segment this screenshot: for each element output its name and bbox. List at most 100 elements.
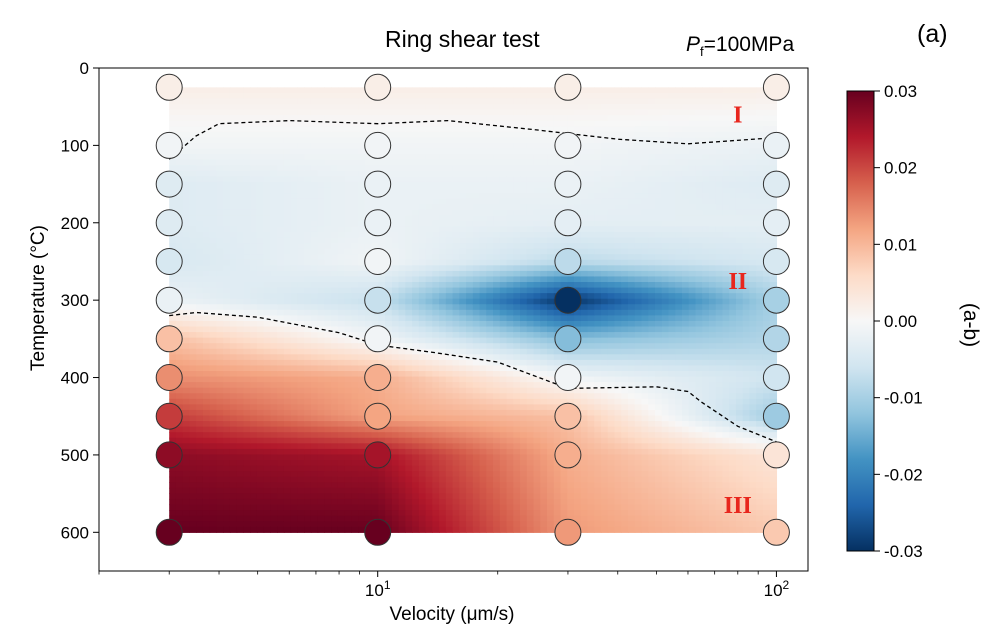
heatmap-cell xyxy=(391,510,400,517)
heatmap-cell xyxy=(472,131,481,138)
heatmap-cell xyxy=(547,376,555,383)
heatmap-cell xyxy=(270,170,278,177)
heatmap-cell xyxy=(182,293,191,300)
heatmap-cell xyxy=(283,142,292,150)
heatmap-cell xyxy=(452,526,460,533)
heatmap-cell xyxy=(425,87,433,94)
heatmap-cell xyxy=(364,115,373,122)
heatmap-cell xyxy=(412,309,420,316)
heatmap-cell xyxy=(290,343,299,350)
heatmap-cell xyxy=(256,220,265,227)
heatmap-cell xyxy=(297,387,305,394)
heatmap-cell xyxy=(533,315,541,322)
heatmap-cell xyxy=(574,282,582,289)
heatmap-cell xyxy=(398,198,406,205)
heatmap-cell xyxy=(560,104,568,111)
heatmap-cell xyxy=(277,243,285,250)
heatmap-cell xyxy=(499,515,508,522)
heatmap-cell xyxy=(304,270,312,278)
heatmap-cell xyxy=(553,243,562,250)
heatmap-cell xyxy=(189,426,197,433)
heatmap-cell xyxy=(202,209,211,216)
heatmap-cell xyxy=(520,371,528,378)
heatmap-cell xyxy=(479,365,487,372)
heatmap-cell xyxy=(250,320,258,328)
heatmap-cell xyxy=(466,165,474,172)
heatmap-cell xyxy=(405,126,413,133)
heatmap-cell xyxy=(337,504,346,511)
heatmap-cell xyxy=(290,237,299,244)
heatmap-cell xyxy=(351,231,359,239)
heatmap-cell xyxy=(283,187,292,194)
heatmap-cell xyxy=(263,526,272,533)
heatmap-cell xyxy=(337,298,346,305)
heatmap-cell xyxy=(223,204,231,211)
heatmap-cell xyxy=(297,209,305,216)
heatmap-cell xyxy=(277,409,285,417)
heatmap-cell xyxy=(405,315,413,322)
heatmap-cell xyxy=(540,282,548,289)
heatmap-cell xyxy=(553,120,562,127)
heatmap-cell xyxy=(216,398,224,405)
heatmap-cell xyxy=(472,498,481,506)
heatmap-cell xyxy=(196,298,204,305)
heatmap-cell xyxy=(452,409,460,417)
heatmap-cell xyxy=(459,209,467,216)
heatmap-cell xyxy=(513,471,521,478)
heatmap-cell xyxy=(391,204,400,211)
heatmap-cell xyxy=(391,270,400,278)
heatmap-cell xyxy=(277,498,285,506)
heatmap-cell xyxy=(263,254,272,261)
heatmap-cell xyxy=(425,426,433,433)
heatmap-cell xyxy=(506,504,514,511)
heatmap-cell xyxy=(236,243,245,250)
heatmap-cell xyxy=(466,465,474,472)
heatmap-cell xyxy=(270,326,278,333)
heatmap-cell xyxy=(256,148,265,155)
heatmap-cell xyxy=(331,137,339,144)
heatmap-cell xyxy=(243,120,251,127)
heatmap-cell xyxy=(445,404,454,411)
heatmap-cell xyxy=(277,204,285,211)
heatmap-cell xyxy=(439,198,447,205)
heatmap-cell xyxy=(479,187,487,194)
heatmap-cell xyxy=(351,393,359,400)
heatmap-cell xyxy=(432,315,440,322)
heatmap-cell xyxy=(391,515,400,522)
heatmap-cell xyxy=(317,521,325,528)
heatmap-cell xyxy=(169,515,177,522)
heatmap-cell xyxy=(378,437,386,444)
heatmap-cell xyxy=(310,476,319,483)
heatmap-cell xyxy=(432,148,440,155)
heatmap-cell xyxy=(243,387,251,394)
heatmap-cell xyxy=(182,376,191,383)
heatmap-cell xyxy=(439,181,447,189)
heatmap-cell xyxy=(250,187,258,194)
heatmap-cell xyxy=(189,98,197,105)
heatmap-cell xyxy=(283,287,292,294)
heatmap-cell xyxy=(196,498,204,506)
heatmap-cell xyxy=(526,254,535,261)
heatmap-cell xyxy=(331,315,339,322)
heatmap-cell xyxy=(405,270,413,278)
heatmap-cell xyxy=(547,526,555,533)
heatmap-cell xyxy=(405,354,413,361)
heatmap-cell xyxy=(499,198,508,205)
heatmap-cell xyxy=(472,510,481,517)
heatmap-cell xyxy=(540,287,548,294)
heatmap-cell xyxy=(567,165,575,172)
heatmap-cell xyxy=(432,187,440,194)
heatmap-cell xyxy=(169,276,177,283)
heatmap-cell xyxy=(425,265,433,272)
heatmap-cell xyxy=(432,365,440,372)
heatmap-cell xyxy=(493,154,501,161)
heatmap-cell xyxy=(209,382,218,389)
heatmap-cell xyxy=(499,409,508,417)
heatmap-cell xyxy=(439,209,447,216)
heatmap-cell xyxy=(256,332,265,339)
heatmap-cell xyxy=(229,109,238,116)
heatmap-cell xyxy=(513,387,521,394)
heatmap-cell xyxy=(526,265,535,272)
heatmap-cell xyxy=(270,387,278,394)
heatmap-cell xyxy=(432,460,440,467)
